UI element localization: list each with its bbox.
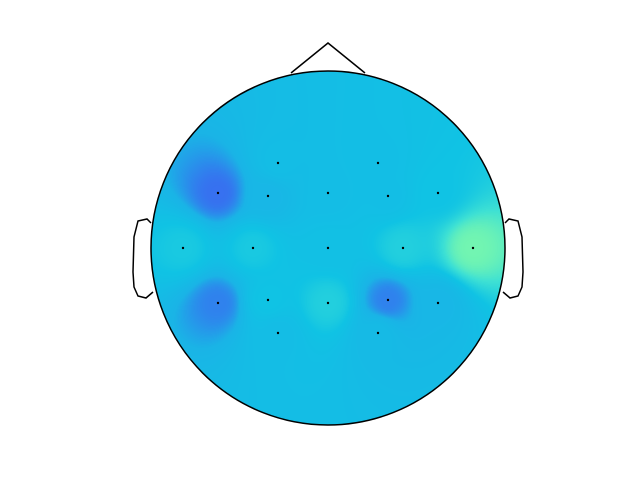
sensor-marker-17 <box>436 301 440 305</box>
sensor-marker-16 <box>386 298 390 302</box>
sensor-marker-18 <box>276 331 280 335</box>
sensor-marker-14 <box>266 298 270 302</box>
sensor-marker-1 <box>276 161 280 165</box>
sensor-marker-7 <box>436 191 440 195</box>
sensor-marker-3 <box>216 191 220 195</box>
sensor-marker-2 <box>376 161 380 165</box>
sensor-marker-9 <box>251 246 255 250</box>
nose-outline <box>290 42 366 74</box>
head-outline <box>150 70 506 426</box>
sensor-marker-13 <box>216 301 220 305</box>
sensor-marker-15 <box>326 301 330 305</box>
sensor-marker-5 <box>326 191 330 195</box>
sensor-marker-6 <box>386 194 390 198</box>
sensor-marker-11 <box>401 246 405 250</box>
sensor-marker-8 <box>181 246 185 250</box>
sensor-markers <box>181 161 475 335</box>
right-ear-outline <box>502 218 524 299</box>
sensor-marker-12 <box>471 246 475 250</box>
sensor-marker-4 <box>266 194 270 198</box>
left-ear-outline <box>132 218 154 299</box>
sensor-marker-10 <box>326 246 330 250</box>
sensor-marker-19 <box>376 331 380 335</box>
